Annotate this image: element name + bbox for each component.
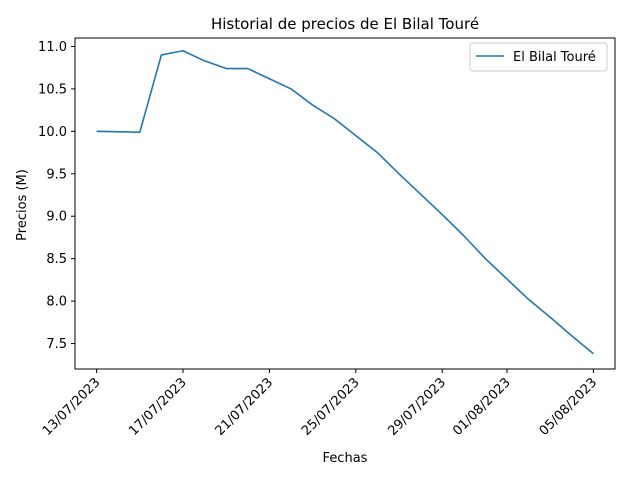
y-tick-label: 7.5 xyxy=(46,337,67,352)
y-tick-label: 11.0 xyxy=(38,40,67,55)
y-tick-label: 9.0 xyxy=(46,210,67,225)
legend-label: El Bilal Touré xyxy=(513,50,596,65)
x-axis-label: Fechas xyxy=(323,451,368,466)
y-axis-label: Precios (M) xyxy=(15,169,30,241)
x-tick-label: 01/08/2023 xyxy=(450,375,514,439)
plot-area xyxy=(74,37,616,370)
x-tick-label: 05/08/2023 xyxy=(537,375,601,439)
x-tick-label: 21/07/2023 xyxy=(213,375,277,439)
legend: El Bilal Touré xyxy=(469,42,608,72)
y-tick-label: 10.5 xyxy=(38,82,67,97)
y-tick-label: 9.5 xyxy=(46,167,67,182)
y-tick-label: 8.5 xyxy=(46,252,67,267)
y-tick-label: 10.0 xyxy=(38,125,67,140)
series-line xyxy=(96,49,594,355)
y-tick-label: 8.0 xyxy=(46,295,67,310)
x-tick-label: 29/07/2023 xyxy=(385,375,449,439)
chart-title: Historial de precios de El Bilal Touré xyxy=(211,15,479,33)
x-tick-label: 17/07/2023 xyxy=(126,375,190,439)
y-axis-ticks: 7.5 8.0 8.5 9.0 9.5 10.0 10.5 11.0 xyxy=(38,40,75,352)
plot-frame xyxy=(74,37,616,370)
x-tick-label: 13/07/2023 xyxy=(40,375,104,439)
x-tick-label: 25/07/2023 xyxy=(299,375,363,439)
legend-box xyxy=(469,42,608,72)
x-axis-ticks: 13/07/2023 17/07/2023 21/07/2023 25/07/2023… xyxy=(40,369,600,439)
